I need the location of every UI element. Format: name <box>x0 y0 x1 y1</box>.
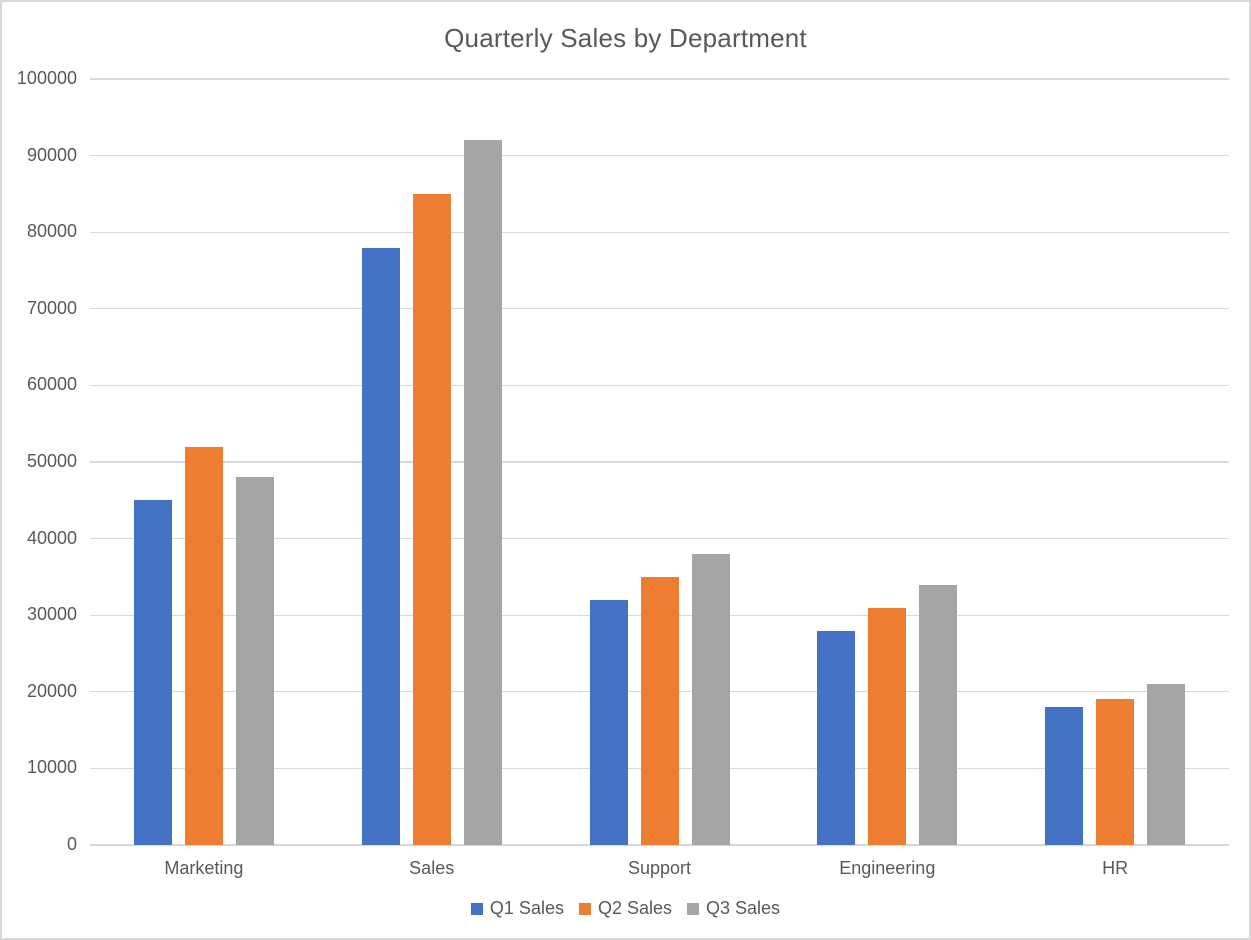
bar-marketing-q3-sales <box>235 477 274 845</box>
bar-sales-q3-sales <box>463 140 502 845</box>
bar-hr-q2-sales <box>1096 699 1135 845</box>
y-axis-tick-label: 40000 <box>26 527 77 548</box>
bar-sales-q2-sales <box>412 193 451 845</box>
legend-label: Q3 Sales <box>706 898 781 918</box>
plot-area <box>90 78 1229 846</box>
y-axis-tick-label: 80000 <box>26 221 77 242</box>
legend-item-q1-sales: Q1 Sales <box>470 898 564 919</box>
gridline <box>90 384 1229 387</box>
bar-engineering-q1-sales <box>817 630 856 845</box>
y-axis-tick-label: 60000 <box>26 374 77 395</box>
y-axis-tick-label: 0 <box>66 834 77 855</box>
y-axis-tick-label: 10000 <box>26 757 77 778</box>
bar-support-q1-sales <box>589 599 628 845</box>
gridline <box>90 78 1229 80</box>
y-axis-tick-label: 20000 <box>26 680 77 701</box>
legend-swatch-icon <box>578 902 591 915</box>
bar-sales-q1-sales <box>361 247 400 845</box>
bar-support-q3-sales <box>691 553 730 845</box>
legend-label: Q2 Sales <box>597 898 673 918</box>
legend-swatch-icon <box>470 902 483 915</box>
legend-label: Q1 Sales <box>489 898 564 918</box>
gridline <box>90 537 1229 540</box>
bar-support-q2-sales <box>640 576 679 845</box>
x-axis-category-label: Support <box>627 858 692 878</box>
legend: Q1 Sales Q2 Sales Q3 Sales <box>2 898 1249 919</box>
y-axis-tick-label: 100000 <box>16 68 77 89</box>
gridline <box>90 461 1229 463</box>
y-axis-tick-label: 50000 <box>26 451 77 472</box>
gridline <box>90 154 1229 157</box>
y-axis: 0 10000 20000 30000 40000 50000 60000 70000 8000… <box>2 2 77 938</box>
legend-swatch-icon <box>687 902 700 915</box>
x-axis-category-label: Sales <box>409 858 455 878</box>
bar-marketing-q2-sales <box>184 446 223 845</box>
x-axis-category-label: Engineering <box>839 858 936 878</box>
bar-hr-q1-sales <box>1045 707 1084 845</box>
bar-hr-q3-sales <box>1147 684 1186 845</box>
bar-engineering-q3-sales <box>919 584 958 845</box>
gridline <box>90 308 1229 310</box>
chart-title: Quarterly Sales by Department <box>444 23 807 53</box>
y-axis-tick-label: 90000 <box>26 144 77 165</box>
legend-item-q3-sales: Q3 Sales <box>687 898 780 919</box>
x-axis-category-label: Marketing <box>164 858 244 878</box>
bar-marketing-q1-sales <box>133 500 172 845</box>
x-axis-category-label: HR <box>1102 858 1129 878</box>
x-axis-line <box>90 844 1229 846</box>
legend-item-q2-sales: Q2 Sales <box>578 898 673 919</box>
y-axis-tick-label: 30000 <box>26 604 77 625</box>
gridline <box>90 231 1229 233</box>
bar-engineering-q2-sales <box>868 607 907 845</box>
y-axis-tick-label: 70000 <box>26 297 77 318</box>
